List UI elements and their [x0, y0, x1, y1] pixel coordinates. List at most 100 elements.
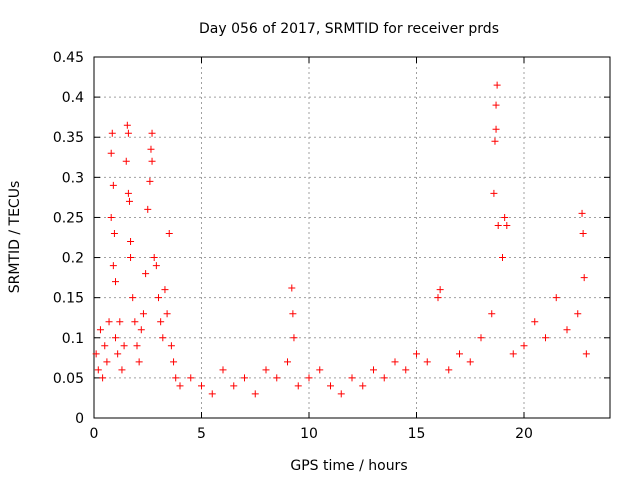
grid: [94, 57, 610, 418]
data-point: [488, 310, 496, 318]
data-point: [118, 366, 126, 374]
data-point: [436, 286, 444, 294]
data-point: [456, 350, 463, 358]
data-point: [109, 262, 117, 270]
data-point: [337, 390, 345, 398]
data-point: [552, 294, 560, 302]
data-point: [445, 366, 453, 374]
data-point: [503, 221, 511, 229]
data-point: [122, 157, 130, 165]
y-axis-label: SRMTID / TECUs: [7, 181, 23, 294]
data-point: [144, 205, 152, 213]
data-point: [208, 390, 216, 398]
data-point: [148, 129, 156, 137]
y-tick-label: 0.2: [62, 251, 84, 267]
data-point: [148, 157, 156, 165]
data-point: [251, 390, 259, 398]
data-point: [198, 382, 205, 390]
data-point: [187, 374, 195, 382]
data-point: [434, 294, 442, 302]
axis-ticks: [93, 56, 610, 419]
y-tick-label: 0.4: [62, 90, 84, 106]
data-point: [167, 342, 175, 350]
data-point: [499, 254, 506, 262]
data-point: [574, 310, 582, 318]
chart-title: Day 056 of 2017, SRMTID for receiver prd…: [199, 21, 499, 37]
data-point: [501, 213, 509, 221]
y-tick-label: 0: [75, 411, 84, 427]
data-point: [493, 81, 501, 89]
tick-labels: 0 5 10 15 20 0 0.05 0.1 0.15 0.2 0.25 0.3 0.35 0.4 0.4…: [53, 50, 533, 442]
data-point: [114, 350, 122, 358]
data-point: [131, 318, 139, 326]
data-point: [294, 382, 302, 390]
x-tick-label: 10: [300, 426, 318, 442]
data-point: [159, 334, 167, 342]
data-point: [563, 326, 571, 334]
data-point: [142, 270, 150, 278]
data-point: [137, 326, 145, 334]
data-point: [327, 382, 334, 390]
data-point: [466, 358, 474, 366]
data-point: [289, 310, 297, 318]
data-point: [580, 274, 588, 282]
data-point: [94, 366, 102, 374]
data-point: [172, 374, 180, 382]
data-point: [170, 358, 178, 366]
y-tick-label: 0.45: [53, 50, 84, 66]
data-point: [110, 229, 118, 237]
data-points: [92, 81, 590, 398]
data-point: [241, 374, 248, 382]
data-point: [109, 181, 117, 189]
data-point: [413, 350, 420, 358]
data-point: [305, 374, 313, 382]
data-point: [262, 366, 270, 374]
data-point: [127, 238, 135, 246]
data-point: [582, 350, 590, 358]
data-point: [124, 189, 132, 197]
data-point: [103, 358, 111, 366]
data-point: [120, 342, 128, 350]
data-point: [176, 382, 184, 390]
data-point: [230, 382, 238, 390]
data-point: [139, 310, 147, 318]
data-point: [578, 209, 586, 217]
data-point: [112, 278, 119, 286]
data-point: [152, 262, 160, 270]
data-point: [147, 145, 155, 153]
data-point: [380, 374, 388, 382]
y-tick-label: 0.05: [53, 371, 84, 387]
data-point: [494, 221, 502, 229]
plot-area-border: [93, 56, 611, 419]
data-point: [359, 382, 367, 390]
x-tick-label: 20: [515, 426, 533, 442]
y-tick-label: 0.3: [62, 170, 84, 186]
data-point: [288, 284, 296, 292]
data-point: [163, 310, 171, 318]
data-point: [492, 101, 500, 109]
data-point: [129, 294, 137, 302]
data-point: [542, 334, 549, 342]
data-point: [135, 358, 143, 366]
data-point: [370, 366, 377, 374]
data-point: [123, 121, 131, 129]
data-point: [161, 286, 169, 294]
data-point: [107, 149, 115, 157]
data-point: [101, 342, 109, 350]
x-tick-label: 5: [197, 426, 206, 442]
data-point: [219, 366, 227, 374]
y-tick-label: 0.35: [53, 130, 84, 146]
data-point: [112, 334, 119, 342]
data-point: [157, 318, 165, 326]
y-tick-label: 0.25: [53, 210, 84, 226]
data-point: [402, 366, 410, 374]
data-point: [107, 213, 115, 221]
data-point: [127, 254, 135, 262]
data-point: [150, 254, 158, 262]
data-point: [284, 358, 291, 366]
data-point: [105, 318, 113, 326]
data-point: [491, 137, 499, 145]
data-point: [348, 374, 356, 382]
data-point: [273, 374, 281, 382]
